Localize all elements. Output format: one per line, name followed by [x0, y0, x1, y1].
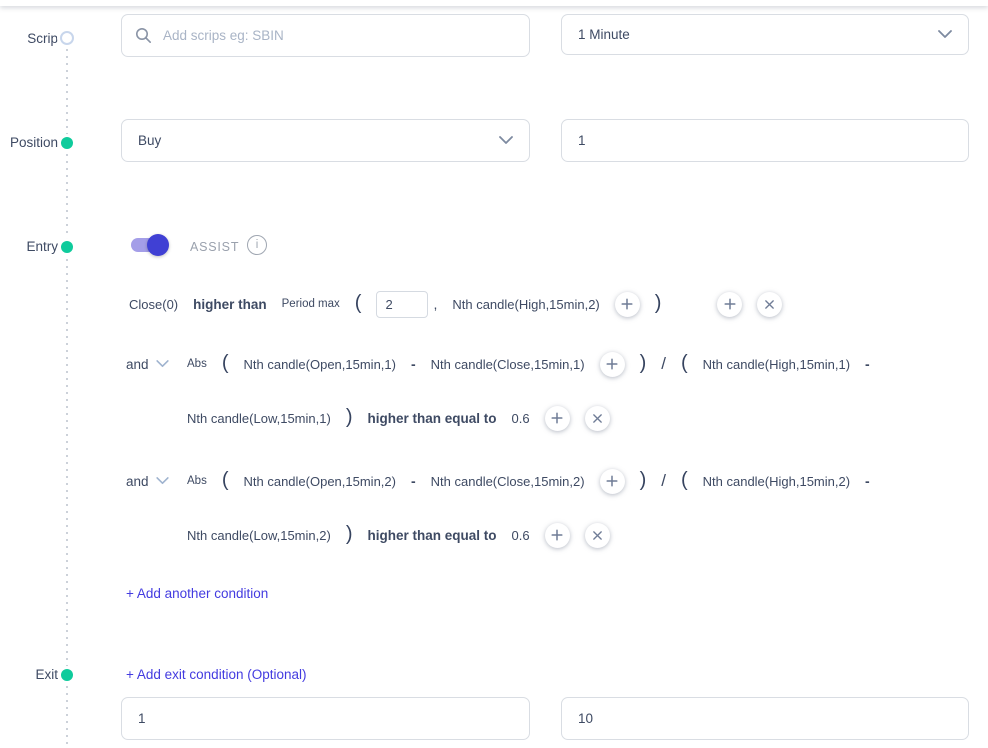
- condition-expression: Close(0) higher than Period max (, Nth candl…: [129, 289, 783, 319]
- connector-label: and: [126, 473, 149, 489]
- paren-token: ): [345, 523, 353, 545]
- expression-token[interactable]: Close(0): [129, 296, 179, 312]
- chevron-down-icon: [155, 477, 169, 485]
- header-divider: [0, 0, 988, 6]
- exit-left-input[interactable]: [122, 698, 529, 739]
- expression-line: Nth candle(Low,15min,1)) higher than equa…: [187, 403, 870, 433]
- expression-line: Nth candle(Low,15min,2)) higher than equa…: [187, 520, 870, 550]
- condition-expression: Abs(Nth candle(Open,15min,2) - Nth candle(…: [126, 466, 870, 550]
- add-exit-condition-link[interactable]: + Add exit condition (Optional): [126, 667, 307, 682]
- expression-token[interactable]: Nth candle(Close,15min,2): [430, 473, 585, 489]
- paren-token: ): [639, 352, 647, 374]
- exit-right-field: [561, 697, 969, 740]
- paren-token: (: [354, 292, 362, 314]
- exit-left-field: [121, 697, 530, 740]
- expression-line: Close(0) higher than Period max (, Nth candl…: [129, 289, 783, 319]
- assist-toggle[interactable]: [129, 234, 169, 256]
- expression-token[interactable]: Nth candle(High,15min,2): [452, 296, 600, 312]
- add-operand-button[interactable]: [599, 351, 625, 377]
- comparator-token[interactable]: higher than: [193, 296, 267, 312]
- paren-token: (: [680, 352, 688, 374]
- connector-label: and: [126, 356, 149, 372]
- period-input[interactable]: [376, 290, 429, 318]
- entry-condition-row: and Abs(Nth candle(Open,15min,1) - Nth cand…: [126, 349, 870, 433]
- stepper-line: [66, 42, 68, 745]
- add-condition-link[interactable]: + Add another condition: [126, 586, 269, 601]
- add-operand-button[interactable]: [544, 522, 570, 548]
- condition-connector[interactable]: and: [126, 349, 169, 379]
- stepper-dot: [60, 31, 74, 45]
- paren-token: (: [221, 469, 229, 491]
- function-token[interactable]: Abs: [187, 358, 207, 370]
- condition-expression: Abs(Nth candle(Open,15min,1) - Nth candle(…: [126, 349, 870, 433]
- quantity-field: [561, 119, 969, 162]
- expression-line: Abs(Nth candle(Open,15min,1) - Nth candle(…: [187, 349, 870, 379]
- paren-token: ): [654, 292, 662, 314]
- comparator-token[interactable]: higher than equal to: [367, 527, 497, 543]
- toggle-knob: [147, 234, 169, 256]
- stepper-label: Position: [9, 135, 58, 150]
- exit-right-input[interactable]: [562, 698, 968, 739]
- operator-token[interactable]: /: [661, 471, 666, 490]
- value-token[interactable]: 0.6: [511, 410, 530, 426]
- add-operand-button[interactable]: [614, 291, 640, 317]
- entry-condition-row: Close(0) higher than Period max (, Nth candl…: [129, 289, 783, 319]
- spacer: [676, 304, 702, 305]
- operator-token[interactable]: -: [865, 473, 870, 489]
- expression-token[interactable]: Nth candle(Close,15min,1): [430, 356, 585, 372]
- expression-token[interactable]: Nth candle(Low,15min,1): [187, 410, 331, 426]
- stepper-dot: [61, 241, 73, 253]
- expression-token[interactable]: Nth candle(High,15min,1): [702, 356, 851, 372]
- stepper-label: Exit: [35, 667, 58, 682]
- operator-token[interactable]: -: [410, 473, 416, 489]
- quantity-input[interactable]: [562, 120, 968, 161]
- expression-line: Abs(Nth candle(Open,15min,2) - Nth candle(…: [187, 466, 870, 496]
- stepper-item-position[interactable]: Position: [0, 135, 90, 151]
- operator-token[interactable]: /: [661, 354, 666, 373]
- search-icon: [135, 27, 152, 44]
- paren-token: ): [639, 469, 647, 491]
- function-token[interactable]: Period max: [281, 298, 340, 310]
- add-operand-button[interactable]: [544, 405, 570, 431]
- stepper-dot: [61, 669, 73, 681]
- function-token[interactable]: Abs: [187, 475, 207, 487]
- expression-token[interactable]: Nth candle(Open,15min,1): [243, 356, 396, 372]
- stepper-item-exit[interactable]: Exit: [0, 667, 90, 683]
- remove-condition-button[interactable]: [757, 291, 783, 317]
- add-operand-button[interactable]: [717, 291, 743, 317]
- info-icon[interactable]: i: [247, 235, 267, 255]
- timeframe-select[interactable]: 1 Minute: [561, 14, 969, 55]
- condition-connector[interactable]: and: [126, 466, 169, 496]
- value-token[interactable]: 0.6: [511, 527, 530, 543]
- scrip-search-field: [121, 14, 530, 57]
- comma-token: ,: [433, 296, 438, 312]
- chevron-down-icon: [938, 30, 952, 39]
- stepper-label: Entry: [26, 239, 58, 254]
- paren-token: ): [345, 406, 353, 428]
- position-type-select[interactable]: Buy: [121, 119, 530, 162]
- assist-label: ASSIST: [190, 240, 240, 254]
- comparator-token[interactable]: higher than equal to: [367, 410, 497, 426]
- scrip-search-input[interactable]: [161, 27, 516, 44]
- operator-token[interactable]: -: [410, 356, 416, 372]
- expression-token[interactable]: Nth candle(High,15min,2): [702, 473, 851, 489]
- expression-token[interactable]: Nth candle(Open,15min,2): [243, 473, 396, 489]
- remove-condition-button[interactable]: [584, 405, 610, 431]
- timeframe-value: 1 Minute: [578, 27, 630, 42]
- position-type-value: Buy: [138, 133, 162, 148]
- paren-token: (: [221, 352, 229, 374]
- paren-token: (: [680, 469, 688, 491]
- stepper-dot: [61, 137, 73, 149]
- operator-token[interactable]: -: [865, 356, 870, 372]
- entry-condition-row: and Abs(Nth candle(Open,15min,2) - Nth cand…: [126, 466, 870, 550]
- expression-token[interactable]: Nth candle(Low,15min,2): [187, 527, 331, 543]
- stepper-item-entry[interactable]: Entry: [0, 239, 90, 255]
- add-operand-button[interactable]: [599, 468, 625, 494]
- chevron-down-icon: [155, 360, 169, 368]
- stepper-label: Scrip: [27, 31, 58, 46]
- chevron-down-icon: [499, 136, 513, 145]
- remove-condition-button[interactable]: [584, 522, 610, 548]
- stepper-item-scrip[interactable]: Scrip: [0, 31, 90, 47]
